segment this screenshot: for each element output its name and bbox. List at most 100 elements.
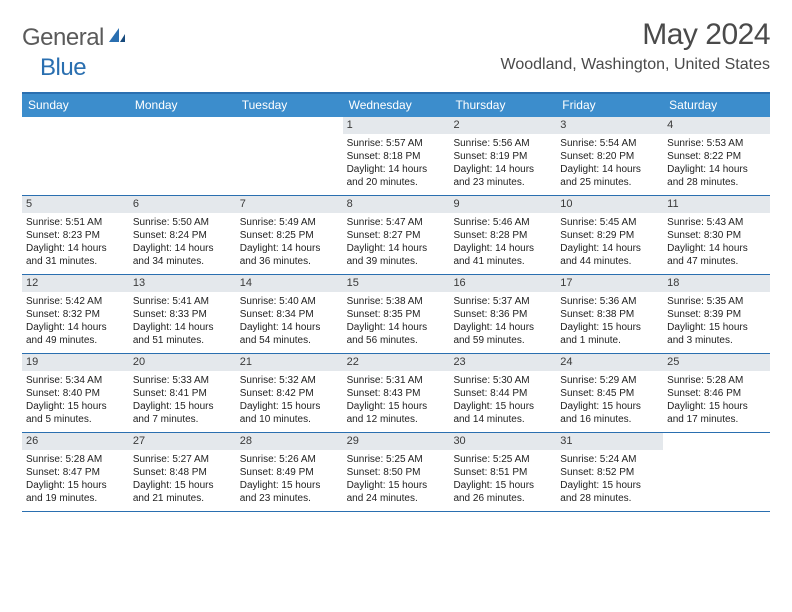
day-cell: 11Sunrise: 5:43 AMSunset: 8:30 PMDayligh… [663, 196, 770, 274]
daylight-text: Daylight: 14 hours and 34 minutes. [133, 242, 232, 268]
day-cell: 15Sunrise: 5:38 AMSunset: 8:35 PMDayligh… [343, 275, 450, 353]
sunset-text: Sunset: 8:43 PM [347, 387, 446, 400]
weekday-header: Thursday [449, 94, 556, 117]
sunrise-text: Sunrise: 5:24 AM [560, 453, 659, 466]
week-row: 5Sunrise: 5:51 AMSunset: 8:23 PMDaylight… [22, 196, 770, 275]
sunset-text: Sunset: 8:32 PM [26, 308, 125, 321]
sunset-text: Sunset: 8:52 PM [560, 466, 659, 479]
sunset-text: Sunset: 8:36 PM [453, 308, 552, 321]
sunrise-text: Sunrise: 5:53 AM [667, 137, 766, 150]
daylight-text: Daylight: 14 hours and 41 minutes. [453, 242, 552, 268]
daylight-text: Daylight: 15 hours and 12 minutes. [347, 400, 446, 426]
day-cell: 1Sunrise: 5:57 AMSunset: 8:18 PMDaylight… [343, 117, 450, 195]
daylight-text: Daylight: 14 hours and 49 minutes. [26, 321, 125, 347]
calendar-page: General May 2024 Woodland, Washington, U… [0, 0, 792, 522]
day-cell [22, 117, 129, 195]
sunrise-text: Sunrise: 5:42 AM [26, 295, 125, 308]
day-cell [236, 117, 343, 195]
weekday-header: Tuesday [236, 94, 343, 117]
day-cell: 12Sunrise: 5:42 AMSunset: 8:32 PMDayligh… [22, 275, 129, 353]
day-number: 1 [343, 117, 450, 134]
day-number: 3 [556, 117, 663, 134]
sunset-text: Sunset: 8:40 PM [26, 387, 125, 400]
sunrise-text: Sunrise: 5:33 AM [133, 374, 232, 387]
sunrise-text: Sunrise: 5:35 AM [667, 295, 766, 308]
day-cell: 4Sunrise: 5:53 AMSunset: 8:22 PMDaylight… [663, 117, 770, 195]
day-cell: 6 Sunrise: 5:50 AMSunset: 8:24 PMDaylight… [129, 196, 236, 274]
day-cell: 5Sunrise: 5:51 AMSunset: 8:23 PMDaylight… [22, 196, 129, 274]
daylight-text: Daylight: 15 hours and 5 minutes. [26, 400, 125, 426]
day-number: 2 [449, 117, 556, 134]
daylight-text: Daylight: 15 hours and 17 minutes. [667, 400, 766, 426]
sunrise-text: Sunrise: 5:27 AM [133, 453, 232, 466]
sunrise-text: Sunrise: 5:49 AM [240, 216, 339, 229]
day-number: 27 [129, 433, 236, 450]
day-number: 6 [129, 196, 236, 213]
day-number: 20 [129, 354, 236, 371]
brand-sail-icon [107, 26, 127, 51]
sunset-text: Sunset: 8:47 PM [26, 466, 125, 479]
day-cell: 9Sunrise: 5:46 AMSunset: 8:28 PMDaylight… [449, 196, 556, 274]
day-number: 24 [556, 354, 663, 371]
daylight-text: Daylight: 15 hours and 16 minutes. [560, 400, 659, 426]
weekday-header: Monday [129, 94, 236, 117]
sunrise-text: Sunrise: 5:50 AM [133, 216, 232, 229]
day-cell: 21Sunrise: 5:32 AMSunset: 8:42 PMDayligh… [236, 354, 343, 432]
day-cell: 30Sunrise: 5:25 AMSunset: 8:51 PMDayligh… [449, 433, 556, 511]
day-cell: 10Sunrise: 5:45 AMSunset: 8:29 PMDayligh… [556, 196, 663, 274]
day-number: 28 [236, 433, 343, 450]
day-number: 16 [449, 275, 556, 292]
sunset-text: Sunset: 8:23 PM [26, 229, 125, 242]
day-number: 30 [449, 433, 556, 450]
daylight-text: Daylight: 14 hours and 54 minutes. [240, 321, 339, 347]
sunset-text: Sunset: 8:33 PM [133, 308, 232, 321]
weekday-header: Saturday [663, 94, 770, 117]
daylight-text: Daylight: 15 hours and 24 minutes. [347, 479, 446, 505]
sunset-text: Sunset: 8:30 PM [667, 229, 766, 242]
daylight-text: Daylight: 14 hours and 39 minutes. [347, 242, 446, 268]
daylight-text: Daylight: 14 hours and 36 minutes. [240, 242, 339, 268]
sunrise-text: Sunrise: 5:56 AM [453, 137, 552, 150]
daylight-text: Daylight: 14 hours and 31 minutes. [26, 242, 125, 268]
daylight-text: Daylight: 14 hours and 56 minutes. [347, 321, 446, 347]
sunset-text: Sunset: 8:48 PM [133, 466, 232, 479]
week-row: 1Sunrise: 5:57 AMSunset: 8:18 PMDaylight… [22, 117, 770, 196]
daylight-text: Daylight: 15 hours and 3 minutes. [667, 321, 766, 347]
sunrise-text: Sunrise: 5:45 AM [560, 216, 659, 229]
location-subtitle: Woodland, Washington, United States [501, 56, 771, 74]
daylight-text: Daylight: 15 hours and 19 minutes. [26, 479, 125, 505]
day-cell: 22Sunrise: 5:31 AMSunset: 8:43 PMDayligh… [343, 354, 450, 432]
day-cell: 26Sunrise: 5:28 AMSunset: 8:47 PMDayligh… [22, 433, 129, 511]
weekday-header-row: SundayMondayTuesdayWednesdayThursdayFrid… [22, 94, 770, 117]
sunset-text: Sunset: 8:20 PM [560, 150, 659, 163]
brand-part1: General [22, 24, 104, 52]
daylight-text: Daylight: 14 hours and 59 minutes. [453, 321, 552, 347]
sunrise-text: Sunrise: 5:32 AM [240, 374, 339, 387]
day-number: 23 [449, 354, 556, 371]
day-number: 19 [22, 354, 129, 371]
day-cell: 20Sunrise: 5:33 AMSunset: 8:41 PMDayligh… [129, 354, 236, 432]
day-number: 21 [236, 354, 343, 371]
daylight-text: Daylight: 15 hours and 10 minutes. [240, 400, 339, 426]
day-number: 7 [236, 196, 343, 213]
week-row: 19Sunrise: 5:34 AMSunset: 8:40 PMDayligh… [22, 354, 770, 433]
title-block: May 2024 Woodland, Washington, United St… [501, 18, 771, 74]
day-number: 11 [663, 196, 770, 213]
daylight-text: Daylight: 15 hours and 26 minutes. [453, 479, 552, 505]
sunset-text: Sunset: 8:27 PM [347, 229, 446, 242]
sunrise-text: Sunrise: 5:36 AM [560, 295, 659, 308]
weekday-header: Friday [556, 94, 663, 117]
sunset-text: Sunset: 8:24 PM [133, 229, 232, 242]
day-number: 25 [663, 354, 770, 371]
weekday-header: Wednesday [343, 94, 450, 117]
sunrise-text: Sunrise: 5:47 AM [347, 216, 446, 229]
day-number: 10 [556, 196, 663, 213]
day-cell [129, 117, 236, 195]
sunrise-text: Sunrise: 5:38 AM [347, 295, 446, 308]
weeks-container: 1Sunrise: 5:57 AMSunset: 8:18 PMDaylight… [22, 117, 770, 512]
sunrise-text: Sunrise: 5:57 AM [347, 137, 446, 150]
sunset-text: Sunset: 8:38 PM [560, 308, 659, 321]
sunrise-text: Sunrise: 5:54 AM [560, 137, 659, 150]
sunrise-text: Sunrise: 5:37 AM [453, 295, 552, 308]
sunset-text: Sunset: 8:49 PM [240, 466, 339, 479]
